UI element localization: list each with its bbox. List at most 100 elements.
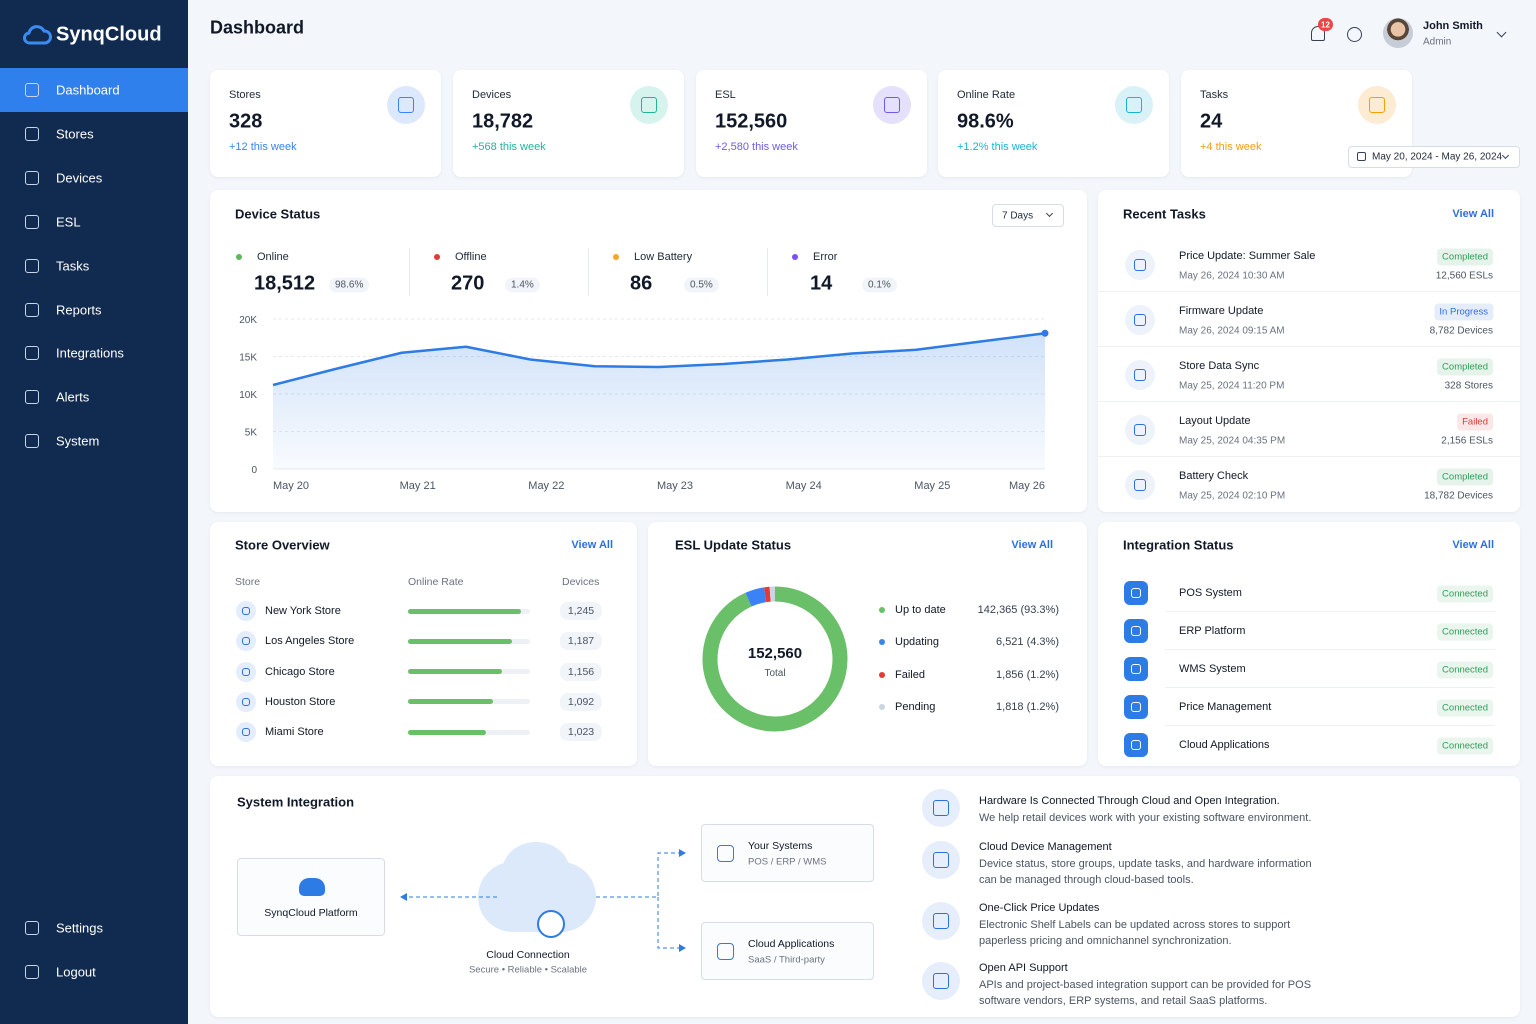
store-devices: 1,187 bbox=[559, 632, 603, 651]
task-count: 2,156 ESLs bbox=[1441, 435, 1493, 447]
integration-status: Connected bbox=[1437, 737, 1493, 755]
feature-title: Open API Support bbox=[979, 962, 1068, 974]
view-all-link[interactable]: View All bbox=[1452, 208, 1494, 220]
icon bbox=[922, 902, 960, 940]
legend-label: Up to date bbox=[895, 604, 946, 616]
integration-name: Price Management bbox=[1179, 701, 1272, 713]
target-box bbox=[701, 824, 874, 882]
nav-item[interactable]: Logout bbox=[56, 964, 96, 979]
device-status-card bbox=[210, 190, 1087, 512]
store-name: Chicago Store bbox=[265, 665, 335, 678]
user-chevron[interactable] bbox=[1496, 27, 1507, 38]
status-share: 0.1% bbox=[862, 277, 897, 293]
nav-icon bbox=[25, 302, 39, 317]
icon-glyph bbox=[1131, 664, 1141, 674]
nav-item[interactable]: ESL bbox=[56, 214, 81, 230]
icon-glyph bbox=[1369, 97, 1385, 113]
nav-item[interactable]: Settings bbox=[56, 920, 103, 936]
icon-glyph bbox=[1131, 588, 1141, 598]
integration-name: WMS System bbox=[1179, 663, 1246, 675]
stat-label: Online Rate bbox=[957, 89, 1016, 101]
icon bbox=[630, 86, 668, 124]
view-all-link[interactable]: View All bbox=[1452, 539, 1494, 551]
status-value: 270 bbox=[451, 272, 485, 295]
status-dot bbox=[236, 254, 242, 260]
icon-glyph bbox=[1134, 369, 1146, 381]
nav-icon bbox=[25, 170, 39, 185]
feature-text: APIs and project-based integration suppo… bbox=[979, 979, 1312, 1007]
date-range[interactable] bbox=[1348, 146, 1520, 168]
divider bbox=[1165, 649, 1495, 650]
legend-value: 1,856 (1.2%) bbox=[996, 668, 1059, 681]
rate-bar bbox=[408, 699, 494, 705]
icon bbox=[236, 722, 256, 743]
nav-item[interactable]: Reports bbox=[56, 302, 102, 317]
nav-icon bbox=[25, 83, 39, 97]
legend-value: 6,521 (4.3%) bbox=[996, 636, 1059, 649]
platform-box bbox=[237, 858, 385, 936]
icon bbox=[1125, 470, 1155, 500]
legend-dot bbox=[879, 639, 885, 646]
avatar[interactable] bbox=[1383, 18, 1413, 48]
task-title: Price Update: Summer Sale bbox=[1179, 250, 1316, 262]
task-status: Failed bbox=[1457, 413, 1493, 431]
range-select[interactable] bbox=[992, 204, 1064, 227]
stat-value: 328 bbox=[229, 110, 263, 133]
cloud-hub bbox=[537, 910, 565, 938]
status-value: 14 bbox=[810, 272, 833, 295]
task-count: 18,782 Devices bbox=[1424, 490, 1493, 502]
divider bbox=[1098, 456, 1520, 457]
rate-bar bbox=[408, 638, 512, 644]
target-icon bbox=[717, 845, 734, 862]
integration-name: ERP Platform bbox=[1179, 625, 1246, 637]
nav-item[interactable]: Devices bbox=[56, 170, 103, 186]
integration-status: Connected bbox=[1437, 623, 1493, 641]
icon-glyph bbox=[1134, 424, 1146, 436]
legend-label: Updating bbox=[895, 636, 940, 649]
view-all-link[interactable]: View All bbox=[1011, 539, 1053, 551]
view-all-link[interactable]: View All bbox=[571, 539, 613, 551]
icon bbox=[922, 962, 960, 1000]
icon bbox=[1115, 86, 1153, 124]
stat-change: +12 this week bbox=[229, 141, 297, 153]
icon bbox=[387, 86, 425, 124]
icon bbox=[1124, 657, 1148, 681]
icon-glyph bbox=[1131, 740, 1141, 750]
divider bbox=[1165, 725, 1495, 726]
panel-title: ESL Update Status bbox=[675, 537, 792, 553]
icon-glyph bbox=[242, 697, 250, 706]
icon bbox=[922, 789, 960, 827]
icon bbox=[236, 601, 256, 621]
help-icon[interactable] bbox=[1347, 27, 1362, 42]
icon-glyph bbox=[933, 852, 949, 868]
nav-icon bbox=[25, 258, 39, 273]
range-label: 7 Days bbox=[1002, 210, 1034, 221]
status-label: Online bbox=[257, 251, 289, 263]
target-icon bbox=[717, 943, 734, 960]
icon-glyph bbox=[933, 800, 949, 816]
stat-change: +1.2% this week bbox=[957, 141, 1038, 153]
nav-item[interactable]: Tasks bbox=[56, 258, 90, 274]
target-subtitle: SaaS / Third-party bbox=[748, 954, 825, 966]
task-date: May 25, 2024 04:35 PM bbox=[1179, 435, 1286, 447]
status-share: 0.5% bbox=[684, 277, 719, 293]
icon-glyph bbox=[242, 667, 250, 676]
nav-item[interactable]: Integrations bbox=[56, 345, 124, 361]
nav-item[interactable]: System bbox=[56, 433, 100, 449]
icon-glyph bbox=[398, 97, 414, 113]
task-date: May 26, 2024 10:30 AM bbox=[1179, 270, 1285, 282]
icon bbox=[1125, 305, 1155, 335]
feature-title: Hardware Is Connected Through Cloud and … bbox=[979, 795, 1280, 807]
legend-value: 142,365 (93.3%) bbox=[977, 604, 1059, 616]
store-devices: 1,245 bbox=[559, 602, 603, 620]
nav-item[interactable]: Stores bbox=[56, 126, 94, 142]
stat-value: 24 bbox=[1200, 110, 1223, 133]
integration-card bbox=[1098, 522, 1520, 766]
stat-value: 152,560 bbox=[715, 110, 788, 133]
store-devices: 1,156 bbox=[559, 662, 603, 681]
nav-item[interactable]: Dashboard bbox=[56, 82, 120, 98]
task-title: Battery Check bbox=[1179, 470, 1249, 482]
store-devices: 1,023 bbox=[559, 723, 603, 742]
nav-item[interactable]: Alerts bbox=[56, 389, 90, 405]
panel-title: Integration Status bbox=[1123, 537, 1234, 553]
